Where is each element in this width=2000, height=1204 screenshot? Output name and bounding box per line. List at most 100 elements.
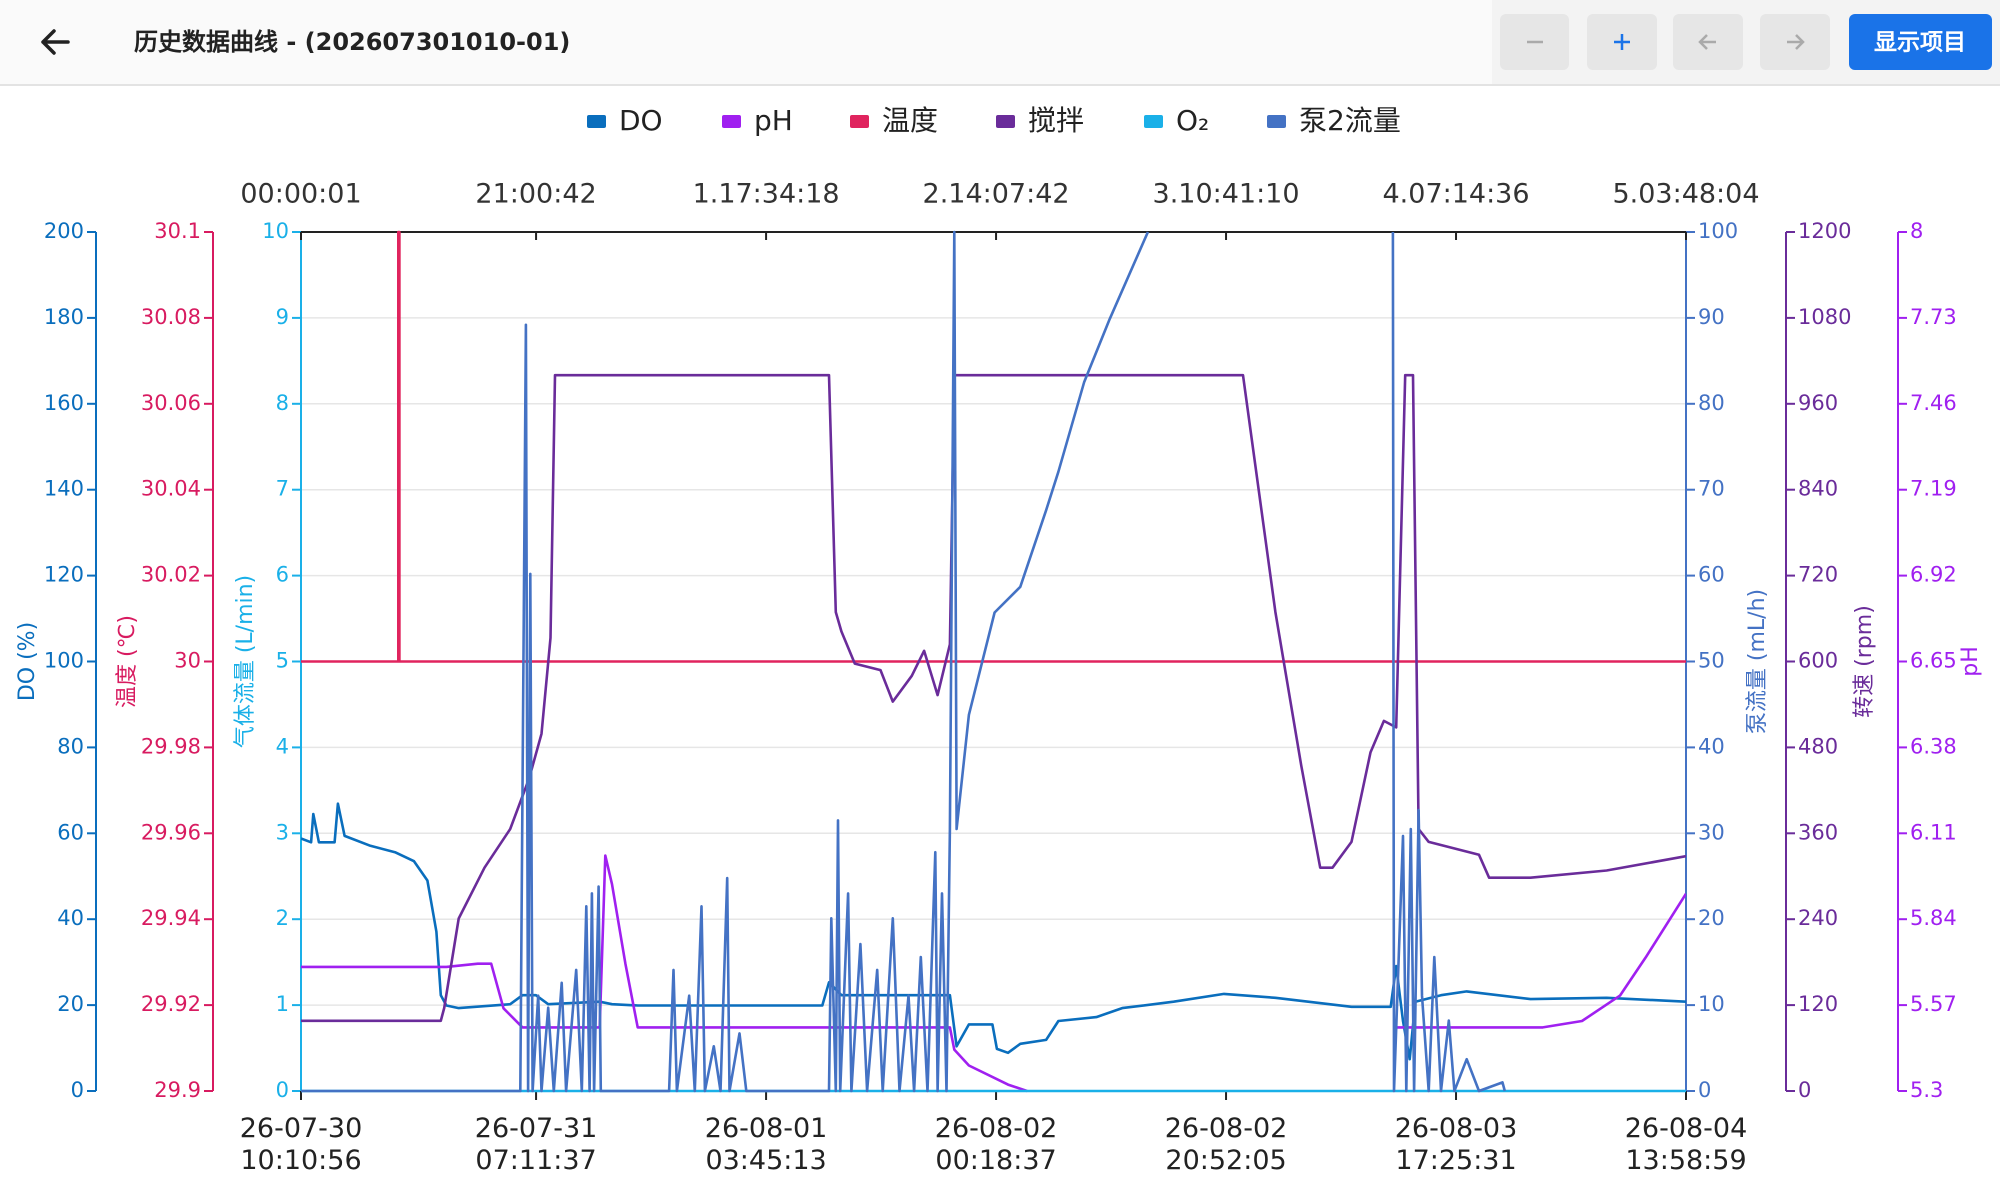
legend-item: 搅拌 bbox=[996, 104, 1084, 137]
y-tick-label: 90 bbox=[1698, 305, 1725, 329]
x-tick-label: 26-08-01 03:45:13 bbox=[705, 1113, 828, 1176]
series-line bbox=[301, 802, 1686, 1061]
y-tick-label: 840 bbox=[1798, 477, 1838, 501]
y-tick-label: 30.1 bbox=[154, 219, 201, 243]
legend-swatch bbox=[996, 115, 1015, 128]
x-tick-label: 26-08-02 00:18:37 bbox=[935, 1113, 1058, 1176]
button-bg bbox=[1849, 14, 1992, 70]
legend-item: 温度 bbox=[850, 104, 938, 137]
y-tick-label: 29.92 bbox=[141, 992, 201, 1016]
legend-label: O₂ bbox=[1176, 104, 1209, 137]
y-tick-label: 960 bbox=[1798, 391, 1838, 415]
y-tick-label: 9 bbox=[276, 305, 289, 329]
y-tick-label: 1200 bbox=[1798, 219, 1851, 243]
y-tick-label: 80 bbox=[1698, 391, 1725, 415]
y-tick-label: 30.06 bbox=[141, 391, 201, 415]
y-axis-title: DO (%) bbox=[15, 622, 40, 701]
back-icon bbox=[41, 29, 70, 55]
y-tick-label: 7.73 bbox=[1910, 305, 1957, 329]
legend-label: DO bbox=[619, 104, 663, 137]
y-tick-label: 29.9 bbox=[154, 1078, 201, 1102]
y-tick-label: 30 bbox=[1698, 820, 1725, 844]
x-tick-label: 26-07-31 07:11:37 bbox=[475, 1113, 598, 1176]
y-tick-label: 7.19 bbox=[1910, 477, 1957, 501]
x-tick-label: 26-08-04 13:58:59 bbox=[1625, 1113, 1748, 1176]
y-tick-label: 720 bbox=[1798, 563, 1838, 587]
y-tick-label: 30 bbox=[174, 649, 201, 673]
legend-label: 搅拌 bbox=[1028, 104, 1084, 137]
y-tick-label: 6.65 bbox=[1910, 649, 1957, 673]
right-icon bbox=[1787, 34, 1805, 50]
y-tick-label: 1 bbox=[276, 992, 289, 1016]
y-tick-label: 140 bbox=[44, 477, 84, 501]
pan-left-button[interactable] bbox=[1673, 14, 1743, 70]
legend-label: pH bbox=[754, 104, 793, 137]
y-tick-label: 40 bbox=[1698, 734, 1725, 758]
y-tick-label: 7.46 bbox=[1910, 391, 1957, 415]
x-tick-label: 26-08-02 20:52:05 bbox=[1165, 1113, 1288, 1176]
legend-item: DO bbox=[587, 104, 663, 137]
y-tick-label: 30.08 bbox=[141, 305, 201, 329]
legend-swatch bbox=[722, 115, 741, 128]
y-tick-label: 29.96 bbox=[141, 820, 201, 844]
y-tick-label: 20 bbox=[57, 992, 84, 1016]
y-tick-label: 120 bbox=[1798, 992, 1838, 1016]
x2-tick-label: 2.14:07:42 bbox=[923, 179, 1070, 210]
y-tick-label: 120 bbox=[44, 563, 84, 587]
y-axis-title: pH bbox=[1958, 646, 1983, 677]
x2-tick-label: 3.10:41:10 bbox=[1153, 179, 1300, 210]
y-tick-label: 0 bbox=[71, 1078, 84, 1102]
y-axis-title: 温度 (℃) bbox=[115, 615, 140, 708]
x2-tick-label: 00:00:01 bbox=[240, 179, 361, 210]
y-tick-label: 4 bbox=[276, 734, 289, 758]
y-axis-title: 泵流量 (mL/h) bbox=[1745, 589, 1770, 734]
y-tick-label: 29.94 bbox=[141, 906, 201, 930]
y-tick-label: 0 bbox=[1798, 1078, 1811, 1102]
y-tick-label: 5 bbox=[276, 649, 289, 673]
y-tick-label: 6.11 bbox=[1910, 820, 1957, 844]
y-tick-label: 8 bbox=[276, 391, 289, 415]
legend-label: 泵2流量 bbox=[1299, 104, 1401, 137]
y-tick-label: 5.3 bbox=[1910, 1078, 1943, 1102]
show-items-button[interactable]: 显示项目 bbox=[1849, 14, 1992, 70]
series-line bbox=[301, 373, 1686, 1023]
plus-icon bbox=[1614, 34, 1630, 50]
x-tick-label: 26-07-30 10:10:56 bbox=[240, 1113, 363, 1176]
y-tick-label: 1080 bbox=[1798, 305, 1851, 329]
pan-right-button[interactable] bbox=[1760, 14, 1830, 70]
y-tick-label: 160 bbox=[44, 391, 84, 415]
y-tick-label: 3 bbox=[276, 820, 289, 844]
back-button[interactable] bbox=[41, 29, 70, 55]
y-tick-label: 10 bbox=[262, 219, 289, 243]
y-tick-label: 70 bbox=[1698, 477, 1725, 501]
zoom-in-button[interactable] bbox=[1587, 14, 1657, 70]
legend-swatch bbox=[1144, 115, 1163, 128]
y-tick-label: 6.38 bbox=[1910, 734, 1957, 758]
y-tick-label: 100 bbox=[1698, 219, 1738, 243]
legend-item: O₂ bbox=[1144, 104, 1209, 137]
series-line bbox=[301, 230, 1686, 663]
y-axis-title: 转速 (rpm) bbox=[1852, 605, 1877, 718]
y-tick-label: 10 bbox=[1698, 992, 1725, 1016]
y-tick-label: 600 bbox=[1798, 649, 1838, 673]
y-tick-label: 30.02 bbox=[141, 563, 201, 587]
y-tick-label: 0 bbox=[276, 1078, 289, 1102]
y-tick-label: 0 bbox=[1698, 1078, 1711, 1102]
y-tick-label: 60 bbox=[57, 820, 84, 844]
y-tick-label: 29.98 bbox=[141, 734, 201, 758]
y-axis-title: 气体流量 (L/min) bbox=[233, 575, 258, 748]
x2-tick-label: 21:00:42 bbox=[475, 179, 596, 210]
y-tick-label: 30.04 bbox=[141, 477, 201, 501]
left-icon bbox=[1698, 34, 1716, 50]
y-tick-label: 8 bbox=[1910, 219, 1923, 243]
zoom-out-button[interactable] bbox=[1500, 14, 1569, 70]
legend-swatch bbox=[850, 115, 869, 128]
y-tick-label: 5.84 bbox=[1910, 906, 1957, 930]
series-line bbox=[301, 230, 1507, 1093]
y-tick-label: 180 bbox=[44, 305, 84, 329]
x2-tick-label: 4.07:14:36 bbox=[1383, 179, 1530, 210]
y-tick-label: 20 bbox=[1698, 906, 1725, 930]
legend-item: pH bbox=[722, 104, 793, 137]
x2-tick-label: 5.03:48:04 bbox=[1612, 179, 1759, 210]
